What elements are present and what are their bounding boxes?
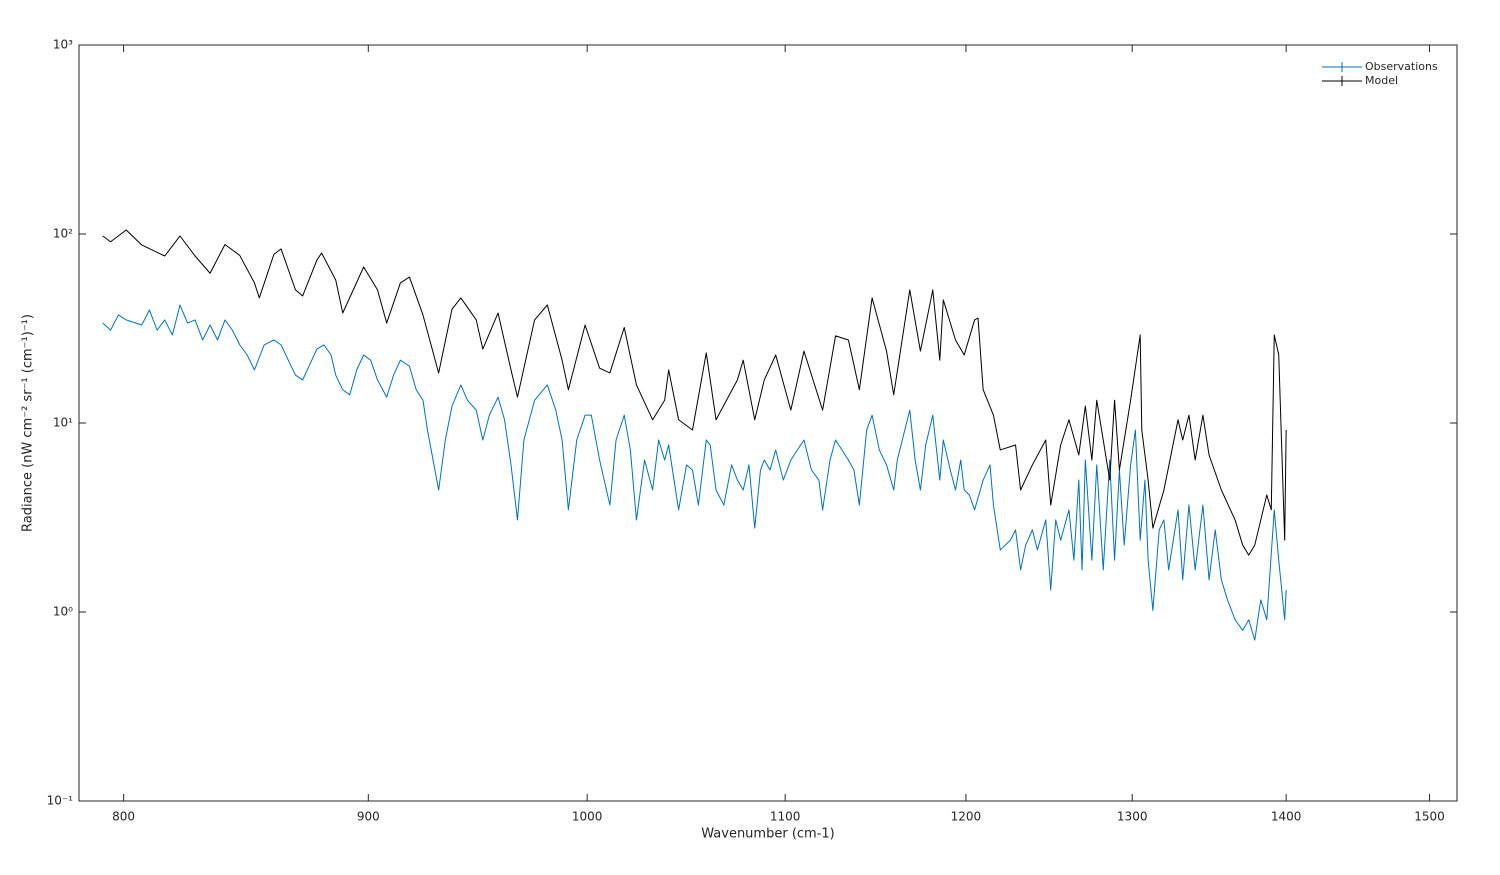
y-tick-label: 10³ [53, 38, 73, 52]
legend-label: Observations [1365, 60, 1438, 73]
x-tick-label: 1000 [572, 810, 603, 824]
plot-box [78, 44, 1458, 802]
y-tick-label: 10⁻¹ [47, 794, 74, 808]
x-tick-label: 1200 [951, 810, 982, 824]
y-tick-label: 10⁰ [53, 605, 73, 619]
x-tick-label: 1400 [1271, 810, 1302, 824]
series-line [102, 304, 1287, 641]
x-tick-label: 1500 [1414, 810, 1445, 824]
y-tick-label: 10¹ [53, 416, 73, 430]
series-line [102, 229, 1287, 556]
x-axis-label: Wavenumber (cm-1) [701, 827, 834, 842]
x-tick-label: 1300 [1117, 810, 1148, 824]
legend-label: Model [1365, 74, 1398, 87]
y-tick-label: 10² [53, 227, 73, 241]
x-tick-label: 900 [357, 810, 380, 824]
x-tick-label: 1100 [770, 810, 801, 824]
x-tick-label: 800 [112, 810, 135, 824]
y-axis-label: Radiance (nW cm⁻² sr⁻¹ (cm⁻¹)⁻¹) [21, 314, 36, 532]
